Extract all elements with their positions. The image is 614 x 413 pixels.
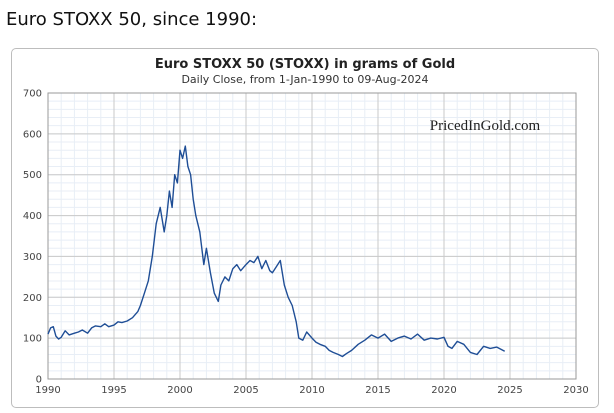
x-tick-label: 2000 <box>167 385 192 396</box>
x-tick-label: 2005 <box>233 385 258 396</box>
y-tick-label: 100 <box>23 334 42 345</box>
page-heading: Euro STOXX 50, since 1990: <box>6 9 258 30</box>
y-tick-label: 0 <box>36 375 42 386</box>
chart-panel: Euro STOXX 50 (STOXX) in grams of Gold D… <box>11 48 599 408</box>
watermark-logo: PricedInGold.com <box>430 118 541 134</box>
y-tick-label: 600 <box>23 129 42 140</box>
y-tick-label: 300 <box>23 252 42 263</box>
series-line-stoxx-gold <box>47 145 506 358</box>
x-tick-label: 2015 <box>365 385 390 396</box>
chart-title: Euro STOXX 50 (STOXX) in grams of Gold <box>155 57 455 72</box>
y-axis-ticks: 0 100 200 300 400 500 600 700 <box>23 89 42 386</box>
chart-svg: Euro STOXX 50 (STOXX) in grams of Gold D… <box>23 57 589 396</box>
x-tick-label: 2025 <box>497 385 522 396</box>
y-tick-label: 500 <box>23 170 42 181</box>
y-tick-label: 200 <box>23 293 42 304</box>
x-tick-label: 1990 <box>35 385 60 396</box>
x-tick-label: 2010 <box>299 385 324 396</box>
y-tick-label: 400 <box>23 211 42 222</box>
plot-area-frame <box>47 92 577 380</box>
x-tick-label: 1995 <box>101 385 126 396</box>
chart-subtitle: Daily Close, from 1-Jan-1990 to 09-Aug-2… <box>181 73 428 86</box>
x-axis-ticks: 1990 1995 2000 2005 2010 2015 2020 2025 2030 <box>35 385 588 396</box>
y-tick-label: 700 <box>23 89 42 100</box>
x-tick-label: 2030 <box>563 385 588 396</box>
x-tick-label: 2020 <box>431 385 456 396</box>
